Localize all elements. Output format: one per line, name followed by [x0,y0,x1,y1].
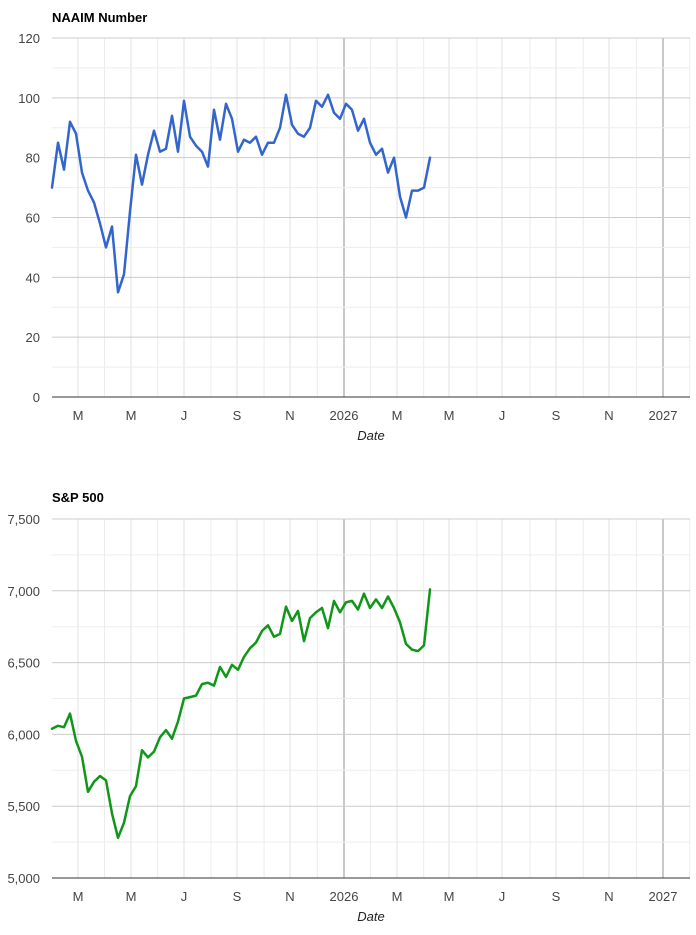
naaim-y-tick-label: 100 [18,91,40,106]
naaim-x-tick-label: M [73,408,84,423]
sp500-x-tick-label: M [444,889,455,904]
sp500-x-tick-label: S [552,889,561,904]
sp500-y-tick-label: 7,500 [7,512,40,527]
naaim-x-tick-label: 2027 [649,408,678,423]
naaim-x-tick-label: J [181,408,188,423]
naaim-chart-panel: NAAIM Number 0 20 40 60 80 100 120 M M J S N 2026 M M J… [18,10,691,443]
naaim-x-tick-label: M [392,408,403,423]
naaim-x-tick-label: S [552,408,561,423]
sp500-x-tick-label: M [73,889,84,904]
sp500-series-line [50,588,432,840]
sp500-y-tick-label: 5,500 [7,799,40,814]
sp500-line-chart: 5,000 5,500 6,000 6,500 7,000 7,500 M M J S N 2026 M… [7,512,691,924]
naaim-x-tick-label: N [604,408,613,423]
naaim-line-chart: 0 20 40 60 80 100 120 M M J S N 2026 M M J S N 2027 Date [18,31,691,443]
sp500-x-tick-label: N [285,889,294,904]
sp500-x-tick-label: S [233,889,242,904]
naaim-x-tick-label: S [233,408,242,423]
sp500-y-tick-label: 6,500 [7,656,40,671]
naaim-x-axis-title: Date [357,428,384,443]
naaim-chart-title: NAAIM Number [52,10,148,25]
sp500-chart-panel: S&P 500 5,000 5,500 6,000 6,500 7,000 7,500 M M… [0,480,696,930]
sp500-x-tick-label: J [181,889,188,904]
sp500-y-tick-label: 6,000 [7,727,40,742]
naaim-x-tick-label: 2026 [330,408,359,423]
naaim-y-tick-label: 120 [18,31,40,46]
sp500-x-tick-label: 2026 [330,889,359,904]
naaim-x-tick-label: J [499,408,506,423]
sp500-x-axis-title: Date [357,909,384,924]
naaim-y-tick-label: 20 [26,330,40,345]
naaim-x-tick-label: N [285,408,294,423]
naaim-y-tick-label: 40 [26,270,40,285]
sp500-x-tick-label: N [604,889,613,904]
naaim-y-tick-label: 60 [26,211,40,226]
sp500-y-tick-label: 7,000 [7,584,40,599]
naaim-x-tick-label: M [126,408,137,423]
sp500-x-tick-label: J [499,889,506,904]
sp500-x-tick-label: 2027 [649,889,678,904]
naaim-y-tick-label: 80 [26,151,40,166]
naaim-y-tick-label: 0 [33,390,40,405]
sp500-x-tick-label: M [126,889,137,904]
naaim-series-line [50,93,432,294]
naaim-x-tick-label: M [444,408,455,423]
sp500-x-tick-label: M [392,889,403,904]
sp500-chart-title: S&P 500 [52,490,104,505]
sp500-y-tick-label: 5,000 [7,871,40,886]
